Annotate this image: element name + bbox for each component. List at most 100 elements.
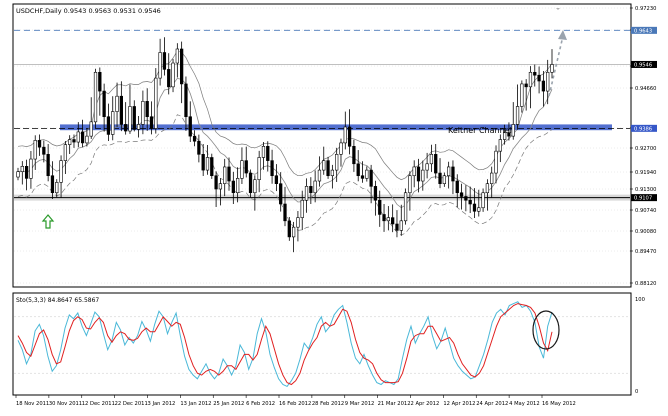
candle-body	[313, 180, 317, 194]
candle-body	[149, 116, 154, 129]
time-tick-label: 4 May 2012	[509, 401, 540, 407]
candle-body	[399, 220, 403, 231]
time-tick-label: 12 Dec 2011	[82, 401, 115, 407]
candle-body	[528, 71, 533, 88]
candle-body	[391, 217, 395, 225]
candle-body	[68, 139, 72, 145]
candle-body	[300, 199, 304, 218]
oscillator-tick-label: 0	[635, 389, 638, 395]
candle-body	[434, 154, 438, 174]
candle-body	[507, 132, 511, 137]
time-tick-label: 28 Feb 2012	[312, 401, 344, 407]
candle-body	[408, 175, 412, 194]
candle-body	[59, 160, 63, 183]
time-tick-label: 25 Jan 2012	[213, 401, 244, 407]
candle-body	[175, 48, 179, 64]
candle-body	[287, 220, 291, 238]
levels-layer	[14, 29, 630, 201]
time-tick-label: 22 Dec 2011	[115, 401, 148, 407]
candle-body	[335, 154, 339, 171]
candle-body	[365, 169, 369, 179]
keltner-upper-band	[17, 50, 553, 181]
candle-body	[451, 166, 455, 182]
candle-body	[520, 83, 524, 107]
highlight-circle-icon	[532, 310, 560, 350]
candle-body	[511, 124, 515, 137]
candle-body	[464, 196, 468, 201]
candle-body	[180, 48, 184, 85]
time-tick-label: 6 Feb 2012	[246, 401, 275, 407]
candle-body	[16, 171, 20, 178]
stochastic-d-line	[17, 303, 553, 386]
candle-body	[197, 140, 201, 155]
candle-body	[382, 214, 386, 222]
candle-body	[360, 175, 365, 179]
candle-body	[356, 163, 360, 177]
candle-body	[80, 131, 85, 144]
candle-body	[46, 154, 50, 177]
candle-body	[490, 172, 494, 184]
time-tick-label: 13 Jan 2012	[180, 401, 211, 407]
candle-body	[515, 106, 520, 125]
candle-body	[244, 160, 248, 174]
time-tick-label: 16 Feb 2012	[279, 401, 311, 407]
price-panel-frame	[12, 3, 632, 288]
candle-body	[472, 203, 477, 212]
candle-body	[102, 90, 106, 118]
candle-body	[412, 166, 416, 177]
price-tick-label: 0.92700	[635, 146, 656, 152]
candle-body	[261, 146, 266, 158]
candle-body	[124, 124, 128, 132]
candle-body	[111, 111, 115, 135]
candle-body	[235, 178, 240, 194]
price-tick-label: 0.97230	[635, 6, 656, 12]
candle-body	[468, 199, 472, 205]
candle-body	[429, 154, 434, 165]
stochastic-layer	[14, 301, 630, 388]
price-axis: 0.972300.964400.954160.946600.938800.927…	[630, 6, 657, 395]
candle-body	[119, 95, 123, 125]
price-tick-label: 0.88120	[635, 281, 656, 287]
price-box-resistance-label: 0.9386	[634, 126, 652, 132]
candle-body	[227, 166, 231, 182]
candle-body	[24, 166, 29, 179]
price-box-top-dashed	[631, 26, 657, 34]
price-box-support	[631, 194, 657, 202]
candle-body	[162, 52, 167, 70]
candle-body	[442, 175, 446, 184]
candle-body	[218, 183, 223, 190]
candle-body	[291, 226, 296, 238]
candle-body	[89, 121, 93, 137]
candle-body	[304, 186, 309, 201]
candle-body	[485, 183, 490, 194]
time-tick-label: 16 May 2012	[542, 401, 576, 407]
candle-body	[145, 101, 149, 118]
candle-body	[128, 106, 132, 132]
price-tick-label: 0.89470	[635, 249, 656, 255]
price-box-resistance	[631, 124, 657, 132]
candle-body	[352, 146, 356, 165]
candle-body	[541, 80, 546, 92]
candle-body	[85, 135, 89, 144]
keltner-channel-label: Keltner Channel	[448, 126, 512, 135]
candle-body	[309, 186, 313, 194]
candle-body	[550, 64, 554, 73]
candle-body	[210, 157, 214, 177]
candle-body	[167, 69, 171, 88]
candle-body	[546, 71, 550, 92]
candle-body	[72, 139, 76, 143]
oscillator-panel-frame	[12, 292, 632, 396]
price-box-top-dashed-label: 0.9643	[634, 28, 652, 34]
candle-body	[231, 180, 235, 194]
candle-body	[498, 139, 502, 152]
candle-body	[279, 183, 283, 205]
candle-body	[132, 106, 136, 130]
candle-body	[20, 166, 24, 172]
candle-body	[369, 169, 373, 187]
time-axis: 18 Nov 2011 30 Nov 2011 12 Dec 2011 22 Dec …	[15, 395, 576, 407]
candle-body	[106, 116, 111, 135]
candle-body	[37, 140, 42, 148]
price-box-current-label: 0.9546	[634, 62, 652, 68]
candle-body	[347, 126, 352, 147]
